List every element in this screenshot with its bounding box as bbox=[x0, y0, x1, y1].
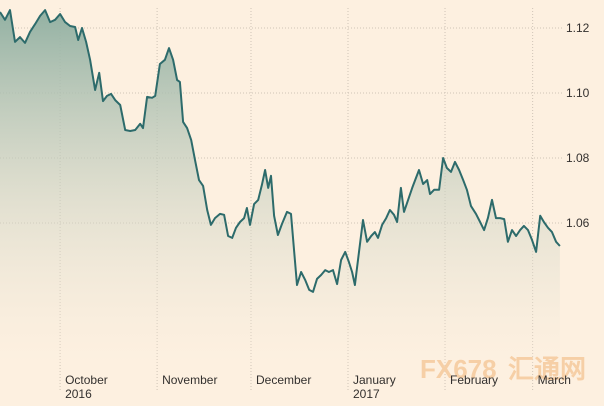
x-tick-label: November bbox=[162, 373, 217, 387]
y-tick-label: 1.06 bbox=[566, 216, 590, 230]
x-tick-label: October 2016 bbox=[65, 373, 108, 401]
y-tick-label: 1.12 bbox=[566, 21, 590, 35]
y-tick-label: 1.10 bbox=[566, 86, 590, 100]
x-tick-label: February bbox=[450, 373, 498, 387]
x-tick-label: December bbox=[256, 373, 311, 387]
y-tick-label: 1.08 bbox=[566, 151, 590, 165]
x-tick-label: January 2017 bbox=[353, 373, 396, 401]
area bbox=[0, 10, 560, 365]
plot bbox=[0, 9, 561, 365]
x-tick-label: March bbox=[538, 373, 571, 387]
watermark-brand: FX678 bbox=[420, 354, 497, 384]
watermark-name: 汇通网 bbox=[508, 354, 586, 384]
line bbox=[0, 9, 561, 293]
labels: 1.06 1.08 1.10 1.12 October 2016 November Decem… bbox=[65, 21, 590, 401]
